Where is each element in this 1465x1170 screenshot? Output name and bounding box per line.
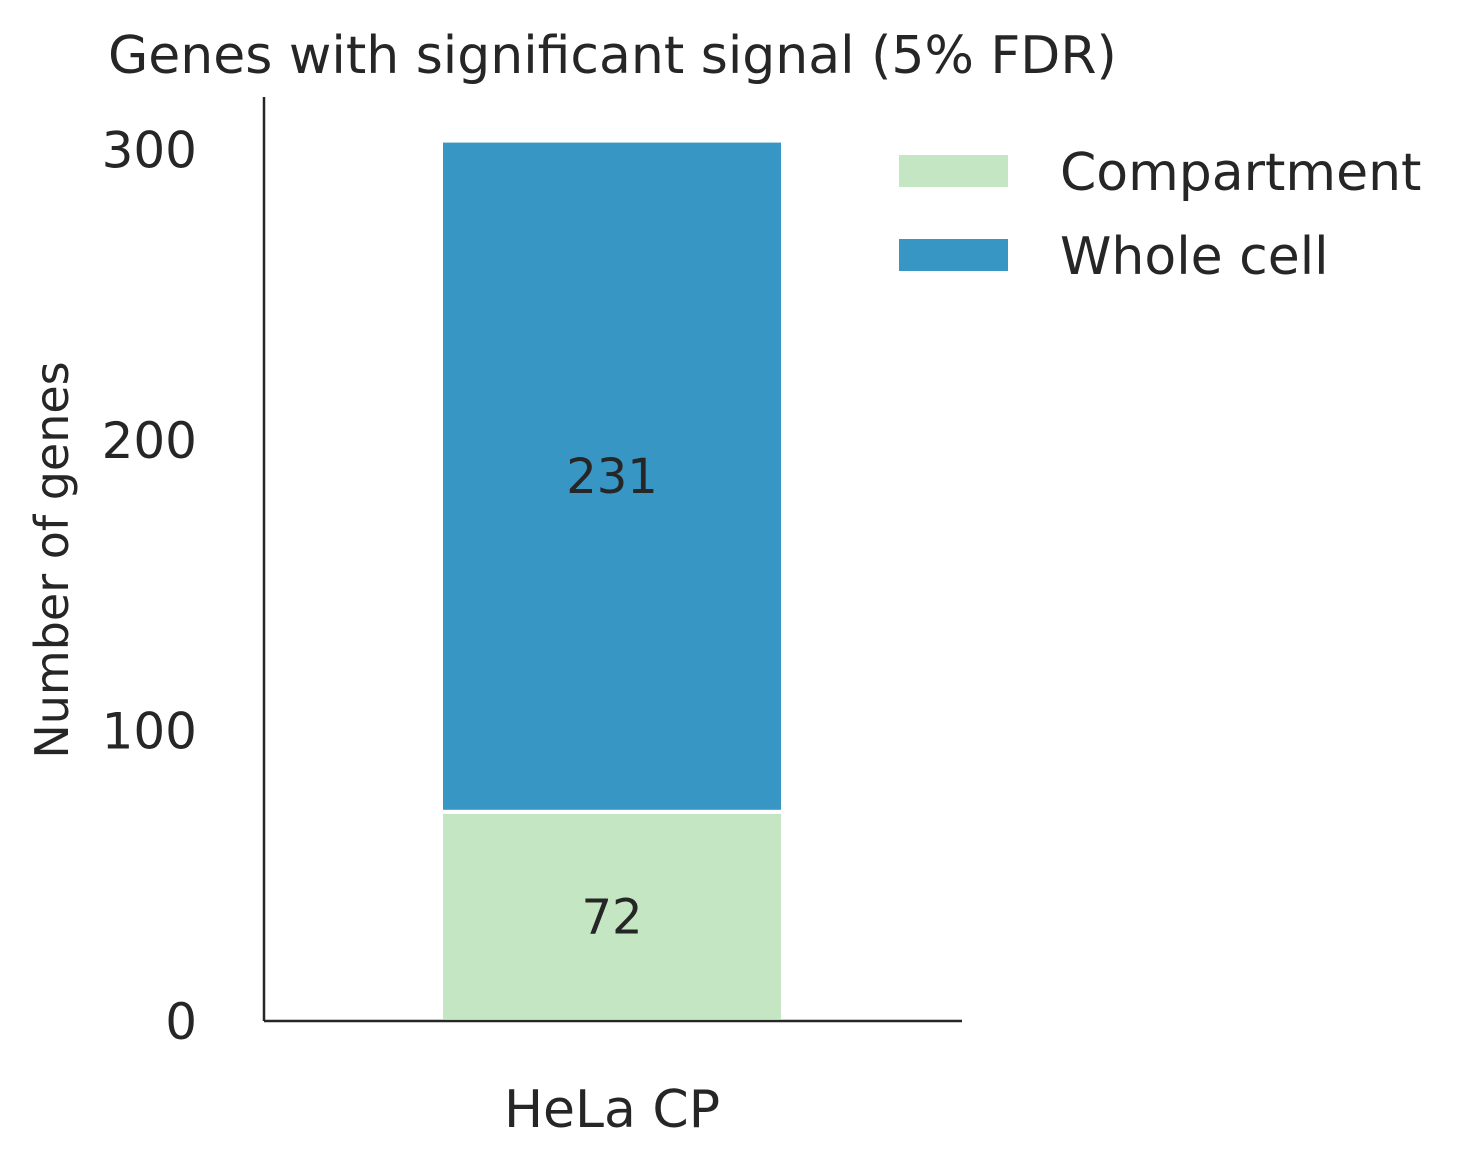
y-axis-label: Number of genes <box>25 361 79 758</box>
chart-title: Genes with significant signal (5% FDR) <box>108 26 1117 86</box>
legend-label: Compartment <box>1060 143 1421 203</box>
bar-segments <box>439 138 785 1024</box>
bar-value-label: 231 <box>566 449 658 505</box>
y-axis-ticks: 0 100 200 300 <box>102 121 197 1051</box>
bar-segment-compartment <box>439 809 785 1024</box>
bar-segment-whole-cell <box>439 138 785 814</box>
legend: Compartment Whole cell <box>899 143 1421 287</box>
y-tick-label: 100 <box>102 702 197 760</box>
bar-value-label: 72 <box>581 889 642 945</box>
legend-label: Whole cell <box>1060 227 1329 287</box>
bar-value-labels: 72 231 <box>566 449 658 945</box>
y-tick-label: 200 <box>102 412 197 470</box>
x-axis-ticks: HeLa CP <box>504 1080 720 1140</box>
legend-swatch <box>899 155 1008 187</box>
x-tick-label: HeLa CP <box>504 1080 720 1140</box>
y-tick-label: 300 <box>102 121 197 179</box>
legend-swatch <box>899 239 1008 271</box>
y-tick-label: 0 <box>165 993 197 1051</box>
